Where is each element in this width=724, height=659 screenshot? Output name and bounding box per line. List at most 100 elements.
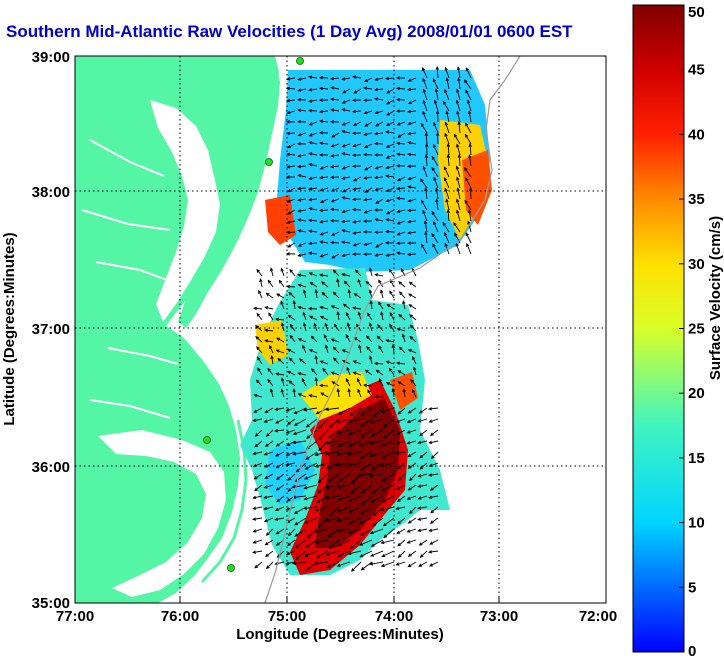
velocity-arrow-head — [372, 414, 377, 418]
velocity-arrow — [370, 550, 384, 557]
velocity-arrow-head — [395, 164, 400, 168]
velocity-arrow — [392, 345, 395, 354]
velocity-arrow — [309, 121, 318, 126]
velocity-arrow — [264, 517, 274, 522]
velocity-arrow-head — [374, 110, 379, 115]
velocity-arrow-head — [464, 79, 468, 84]
velocity-arrow-head — [275, 476, 280, 480]
velocity-arrow — [295, 550, 307, 560]
velocity-arrow — [413, 367, 417, 376]
velocity-arrow — [360, 506, 373, 515]
velocity-arrow — [269, 345, 274, 354]
velocity-arrow — [432, 244, 439, 255]
velocity-arrow-head — [319, 119, 324, 123]
velocity-arrow — [457, 67, 461, 79]
velocity-arrow-head — [368, 289, 373, 294]
velocity-arrow — [353, 372, 362, 376]
velocity-arrow-head — [398, 313, 403, 318]
velocity-arrow — [276, 528, 285, 535]
velocity-arrow-head — [316, 490, 321, 494]
velocity-arrow — [287, 198, 296, 203]
velocity-arrow-head — [457, 153, 462, 158]
velocity-arrow — [381, 506, 395, 511]
velocity-arrow-head — [345, 311, 350, 316]
velocity-arrow — [298, 132, 307, 136]
velocity-arrow-head — [369, 355, 373, 360]
velocity-arrow-head — [431, 166, 435, 171]
velocity-arrow-head — [286, 165, 291, 169]
velocity-arrow-head — [407, 78, 412, 82]
velocity-arrow — [397, 517, 406, 524]
velocity-arrow-head — [369, 474, 374, 478]
velocity-arrow — [353, 76, 362, 79]
velocity-arrow-head — [294, 544, 299, 549]
velocity-arrow-head — [286, 442, 291, 447]
velocity-arrow-head — [420, 122, 424, 127]
velocity-arrow-head — [275, 487, 280, 491]
velocity-arrow — [350, 539, 362, 549]
velocity-arrow-head — [352, 187, 357, 191]
velocity-arrow — [298, 209, 307, 212]
velocity-arrow-head — [264, 443, 269, 447]
velocity-arrow — [354, 293, 362, 299]
velocity-arrow — [276, 473, 285, 480]
velocity-arrow-head — [296, 142, 301, 146]
velocity-arrow-head — [397, 370, 402, 374]
velocity-arrow — [297, 187, 307, 190]
velocity-arrow — [421, 244, 428, 255]
velocity-arrow-head — [285, 120, 290, 124]
velocity-arrow — [422, 111, 428, 123]
velocity-arrow — [464, 79, 472, 90]
velocity-arrow — [315, 290, 318, 299]
velocity-arrow-head — [363, 132, 368, 136]
velocity-arrow — [366, 346, 373, 354]
velocity-arrow — [420, 178, 428, 189]
velocity-arrow-head — [385, 144, 390, 148]
velocity-arrow — [254, 394, 263, 398]
velocity-arrow — [298, 274, 307, 277]
velocity-arrow-head — [341, 122, 346, 126]
velocity-arrow-head — [336, 311, 340, 316]
velocity-arrow-head — [342, 303, 347, 308]
velocity-arrow-head — [297, 305, 302, 310]
velocity-arrow-head — [297, 229, 302, 233]
velocity-arrow-head — [325, 485, 330, 489]
velocity-arrow-head — [275, 464, 280, 469]
velocity-arrow-head — [303, 322, 307, 327]
velocity-arrow-head — [292, 300, 296, 305]
velocity-arrow — [360, 418, 373, 427]
velocity-arrow — [264, 495, 274, 499]
velocity-arrow — [444, 232, 450, 244]
velocity-arrow-head — [373, 230, 378, 234]
velocity-arrow — [364, 77, 373, 82]
velocity-arrow-head — [308, 241, 312, 246]
velocity-arrow-head — [253, 476, 258, 480]
velocity-arrow-head — [330, 305, 335, 309]
velocity-arrow-head — [285, 561, 290, 565]
velocity-arrow — [288, 473, 296, 481]
velocity-arrow — [276, 462, 285, 469]
velocity-arrow — [418, 506, 428, 509]
velocity-arrow-head — [396, 178, 401, 182]
velocity-arrow-head — [407, 349, 412, 353]
velocity-arrow-head — [395, 98, 400, 102]
velocity-arrow-head — [341, 196, 346, 200]
velocity-arrow-head — [366, 346, 370, 350]
velocity-arrow-head — [465, 122, 469, 127]
station-marker — [296, 57, 304, 65]
velocity-arrow — [294, 528, 307, 537]
velocity-arrow-head — [296, 97, 301, 102]
velocity-arrow — [419, 462, 428, 470]
velocity-arrow — [320, 253, 329, 257]
velocity-arrow-head — [325, 451, 330, 456]
velocity-arrow — [408, 231, 417, 234]
velocity-arrow — [364, 176, 373, 179]
velocity-arrow-head — [318, 76, 323, 80]
velocity-arrow — [298, 242, 307, 247]
velocity-arrow-head — [314, 508, 319, 512]
velocity-arrow-head — [308, 207, 313, 211]
velocity-arrow-head — [465, 177, 469, 182]
velocity-arrow-head — [357, 278, 361, 283]
velocity-arrow-head — [385, 253, 390, 257]
velocity-arrow — [309, 152, 318, 156]
